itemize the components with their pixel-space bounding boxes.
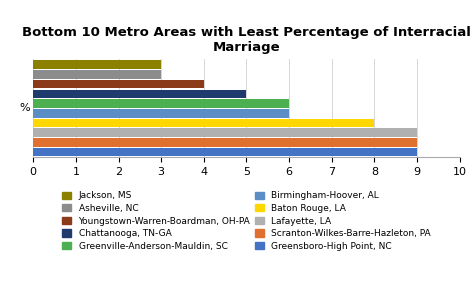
Bar [33, 109, 289, 118]
Bar [33, 80, 204, 89]
Bar [33, 99, 289, 108]
Bar [33, 148, 417, 156]
Bar [33, 138, 417, 147]
Y-axis label: %: % [19, 103, 30, 113]
Bar [33, 61, 161, 69]
Bar [33, 128, 417, 137]
Legend: Jackson, MS, Asheville, NC, Youngstown-Warren-Boardman, OH-PA, Chattanooga, TN-G: Jackson, MS, Asheville, NC, Youngstown-W… [62, 191, 431, 251]
Bar [33, 70, 161, 79]
Bar [33, 90, 246, 98]
Bar [33, 119, 374, 127]
Title: Bottom 10 Metro Areas with Least Percentage of Interracial
Marriage: Bottom 10 Metro Areas with Least Percent… [22, 26, 471, 54]
